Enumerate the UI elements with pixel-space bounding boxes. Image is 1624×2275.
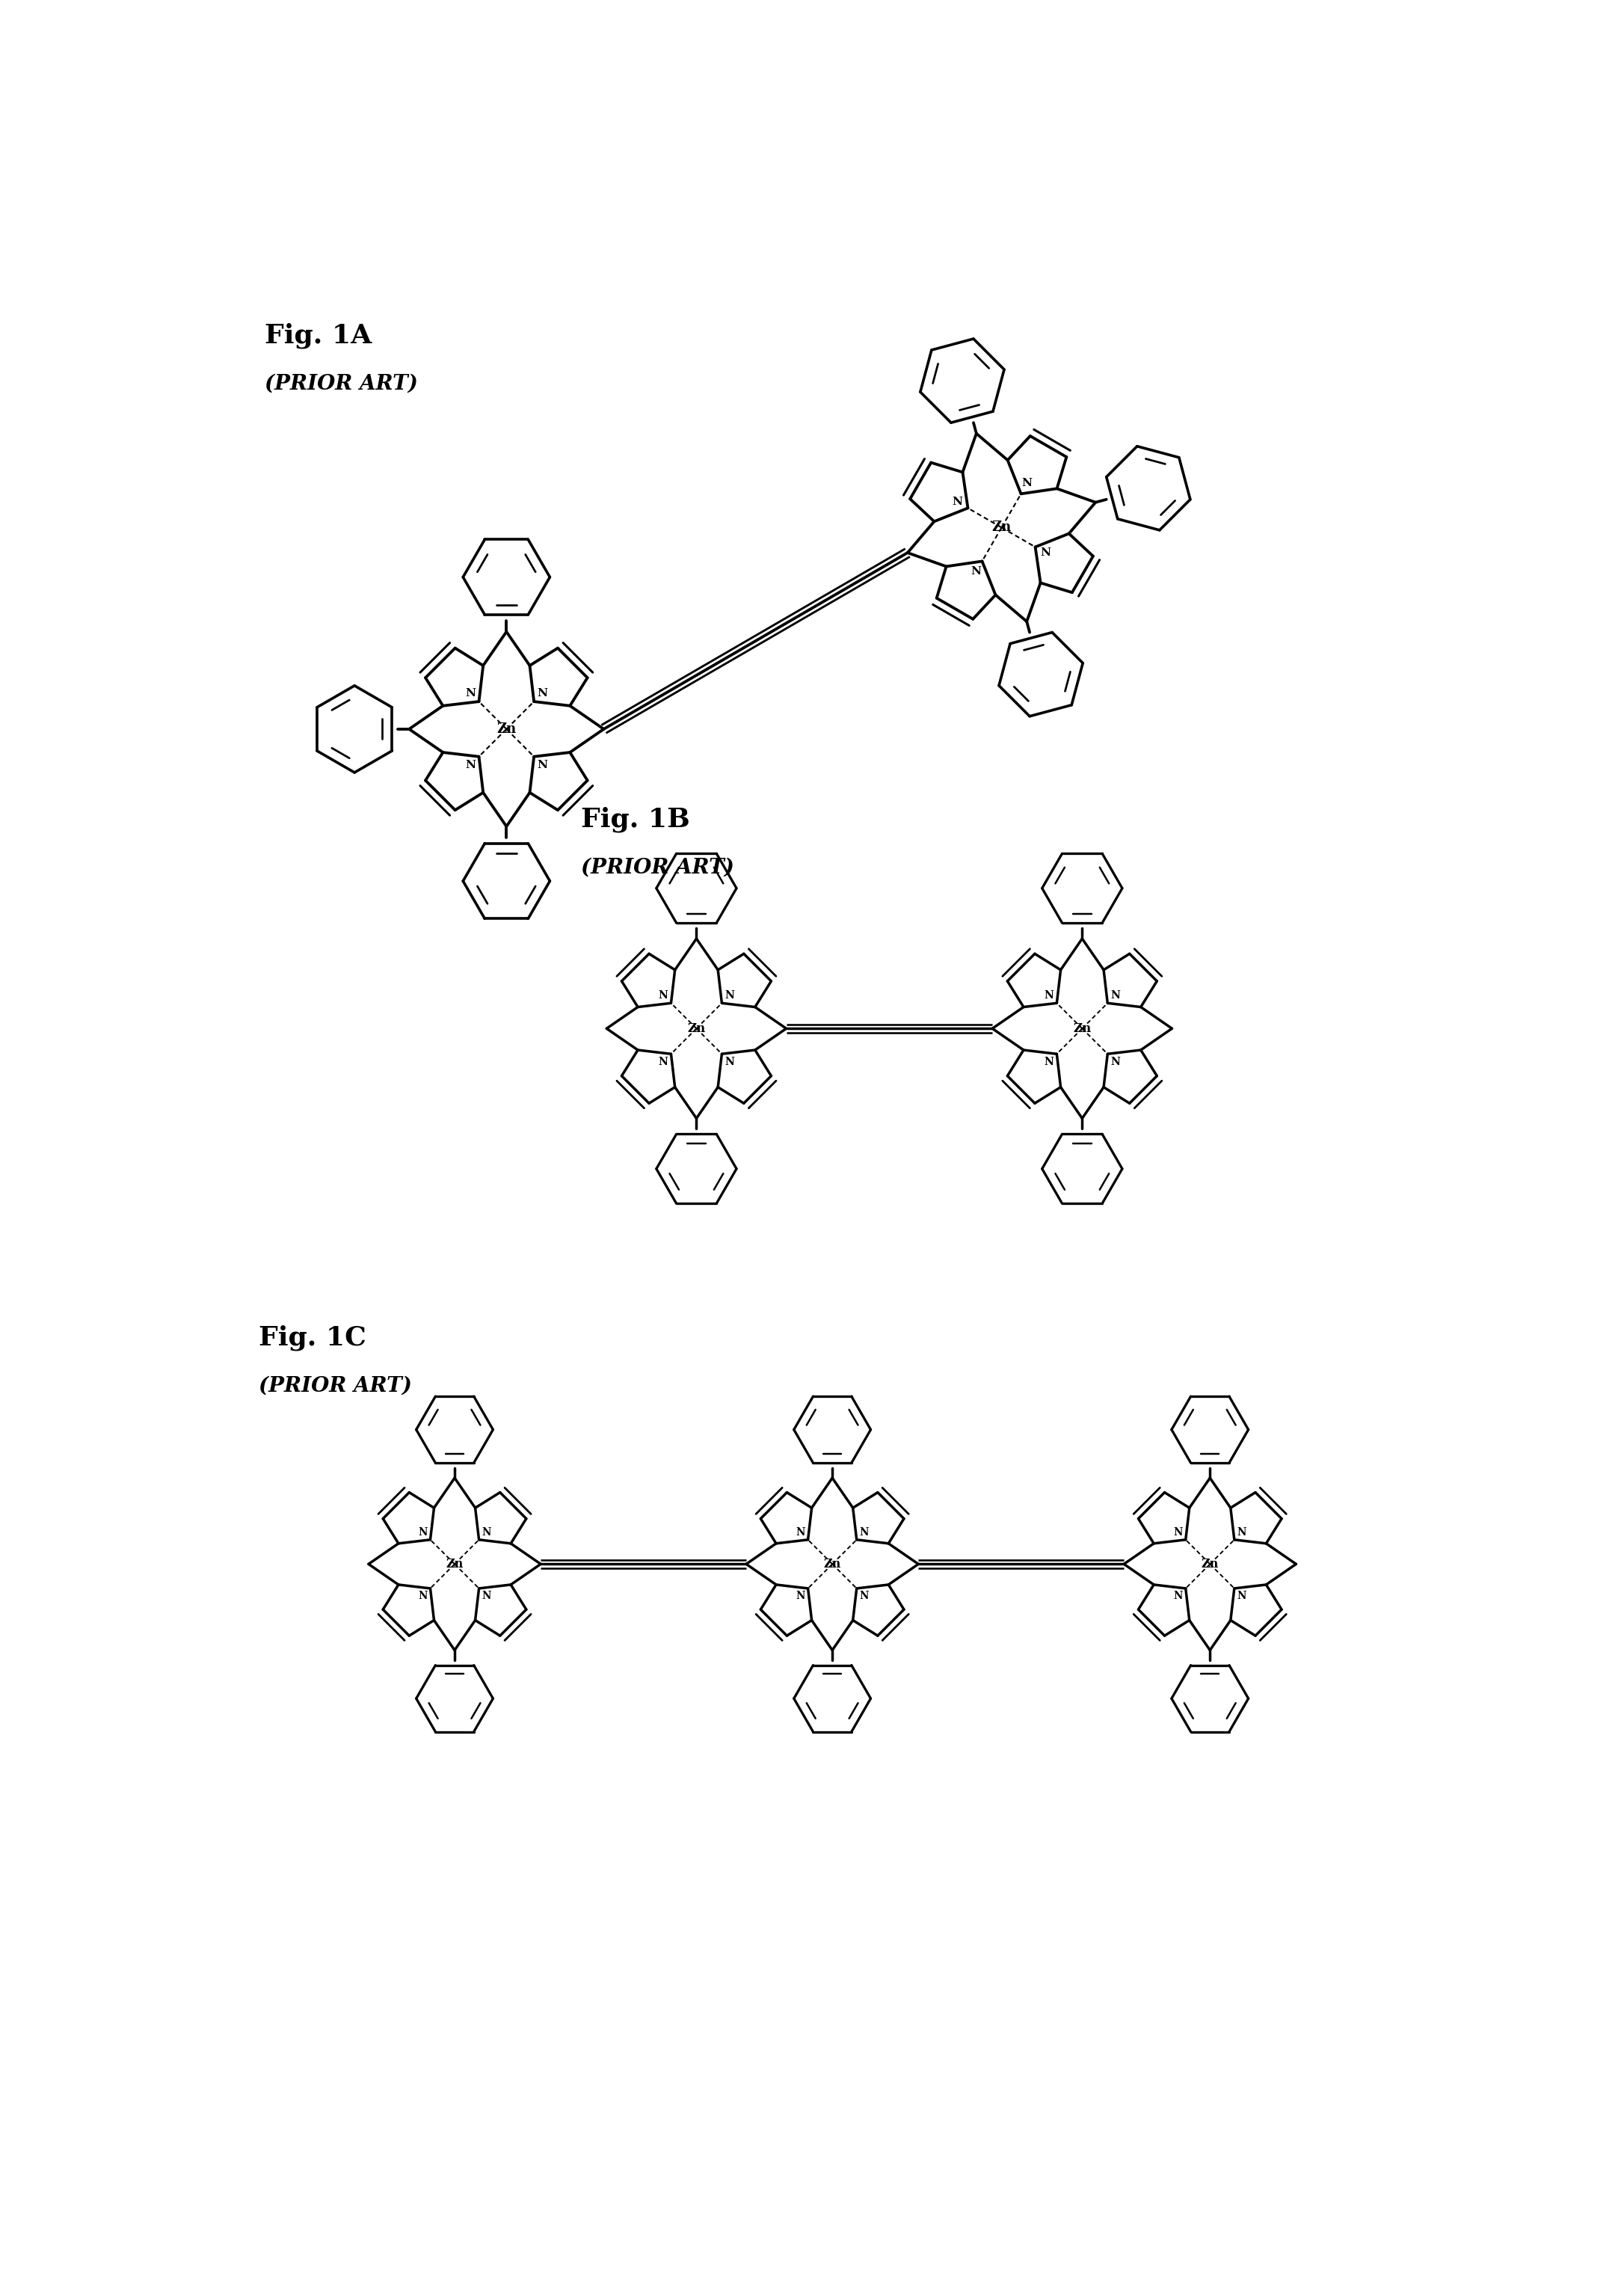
- Text: N: N: [1111, 990, 1121, 1001]
- Text: N: N: [482, 1590, 490, 1602]
- Text: N: N: [482, 1527, 490, 1538]
- Text: N: N: [724, 990, 734, 1001]
- Text: N: N: [971, 566, 981, 578]
- Text: Zn: Zn: [1202, 1558, 1218, 1570]
- Text: N: N: [1021, 478, 1033, 489]
- Text: N: N: [538, 687, 547, 698]
- Text: Zn: Zn: [687, 1021, 705, 1035]
- Text: N: N: [1044, 990, 1054, 1001]
- Text: (PRIOR ART): (PRIOR ART): [265, 373, 417, 394]
- Text: Zn: Zn: [823, 1558, 841, 1570]
- Text: N: N: [417, 1590, 427, 1602]
- Text: N: N: [1237, 1527, 1247, 1538]
- Text: Fig. 1C: Fig. 1C: [258, 1324, 367, 1351]
- Text: N: N: [859, 1590, 869, 1602]
- Text: N: N: [464, 687, 476, 698]
- Text: Zn: Zn: [992, 521, 1012, 535]
- Text: N: N: [1044, 1056, 1054, 1067]
- Text: N: N: [796, 1527, 806, 1538]
- Text: Fig. 1B: Fig. 1B: [581, 808, 690, 833]
- Text: Fig. 1A: Fig. 1A: [265, 323, 372, 348]
- Text: N: N: [859, 1527, 869, 1538]
- Text: N: N: [1174, 1590, 1182, 1602]
- Text: N: N: [464, 760, 476, 771]
- Text: N: N: [1041, 548, 1051, 557]
- Text: Zn: Zn: [447, 1558, 463, 1570]
- Text: N: N: [417, 1527, 427, 1538]
- Text: Zn: Zn: [1073, 1021, 1091, 1035]
- Text: Zn: Zn: [497, 723, 516, 735]
- Text: N: N: [658, 1056, 667, 1067]
- Text: N: N: [952, 496, 963, 507]
- Text: N: N: [796, 1590, 806, 1602]
- Text: N: N: [724, 1056, 734, 1067]
- Text: (PRIOR ART): (PRIOR ART): [581, 858, 734, 878]
- Text: N: N: [1174, 1527, 1182, 1538]
- Text: (PRIOR ART): (PRIOR ART): [258, 1376, 412, 1397]
- Text: N: N: [1111, 1056, 1121, 1067]
- Text: N: N: [658, 990, 667, 1001]
- Text: N: N: [1237, 1590, 1247, 1602]
- Text: N: N: [538, 760, 547, 771]
